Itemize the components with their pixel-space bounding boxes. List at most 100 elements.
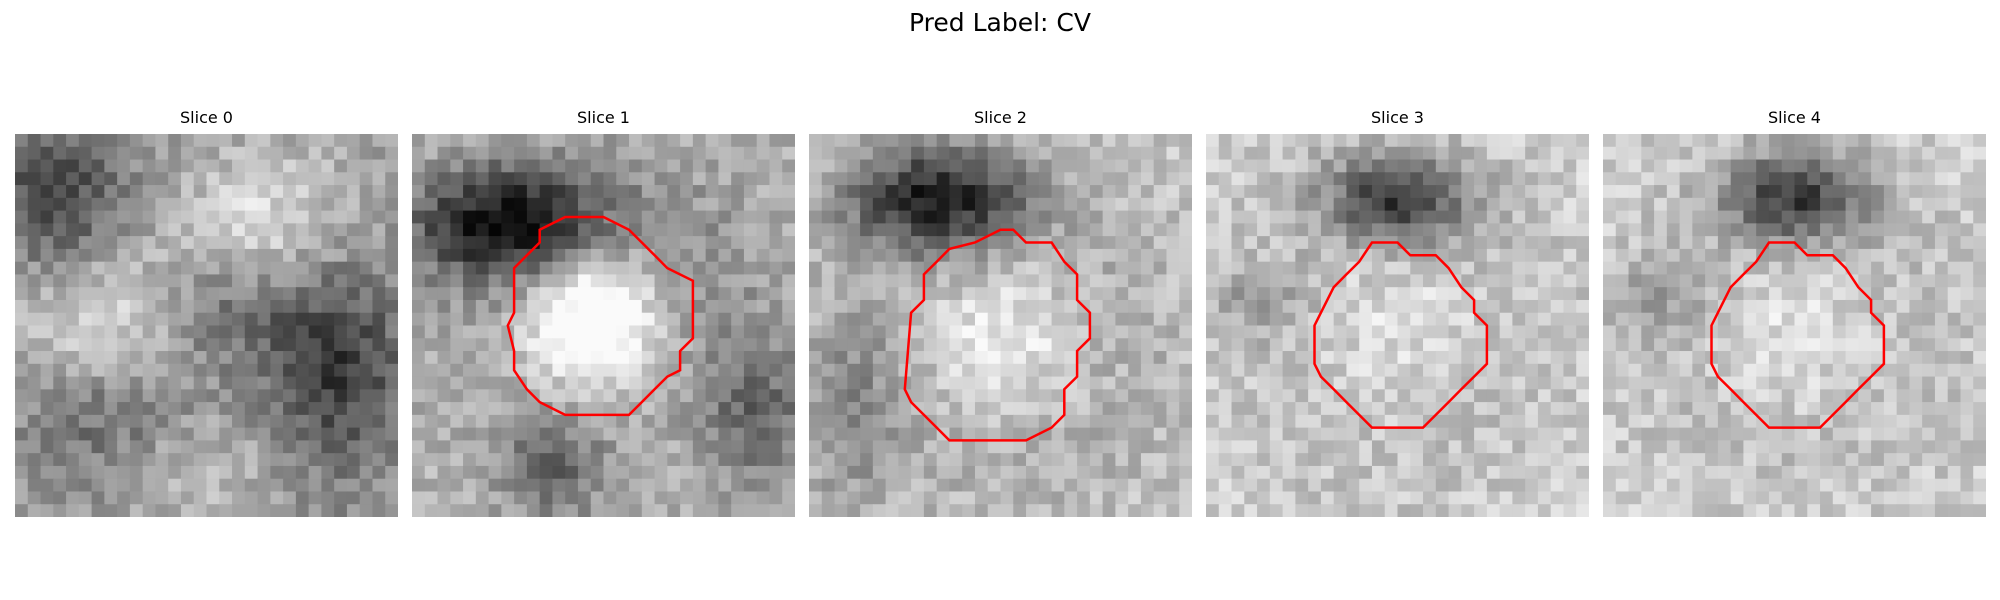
image-pixel [1537, 287, 1552, 301]
image-pixel [424, 402, 439, 416]
image-pixel [949, 478, 963, 493]
image-pixel [1705, 236, 1719, 250]
image-pixel [1206, 248, 1220, 263]
image-pixel [1537, 414, 1552, 429]
image-pixel [1153, 504, 1168, 517]
image-pixel [629, 376, 643, 390]
image-pixel [91, 261, 105, 276]
image-pixel [1371, 223, 1386, 237]
image-pixel [53, 338, 67, 352]
image-pixel [1909, 351, 1923, 365]
image-pixel [616, 261, 630, 276]
image-pixel [705, 210, 719, 224]
image-pixel [872, 491, 887, 505]
image-pixel [1013, 261, 1027, 276]
image-pixel [1384, 274, 1399, 288]
image-pixel [898, 427, 912, 441]
image-pixel [514, 465, 528, 480]
image-pixel [1537, 504, 1552, 517]
image-pixel [1858, 389, 1872, 403]
image-pixel [168, 376, 182, 390]
image-pixel [1563, 351, 1577, 365]
image-pixel [1973, 440, 1986, 454]
image-pixel [155, 440, 169, 454]
image-pixel [847, 440, 861, 454]
image-pixel [1845, 440, 1859, 454]
image-pixel [1461, 414, 1475, 429]
image-pixel [1153, 440, 1168, 454]
image-pixel [809, 376, 823, 390]
image-pixel [872, 185, 887, 199]
image-pixel [872, 453, 887, 467]
image-pixel [718, 491, 732, 505]
image-pixel [372, 287, 386, 301]
image-pixel [1423, 197, 1437, 212]
image-pixel [974, 159, 989, 173]
image-pixel [667, 299, 681, 314]
image-pixel [117, 146, 131, 161]
image-pixel [334, 312, 348, 327]
image-pixel [206, 312, 220, 327]
image-pixel [949, 363, 963, 378]
image-pixel [91, 325, 105, 339]
image-pixel [1525, 363, 1539, 378]
image-pixel [155, 185, 169, 199]
image-pixel [1423, 389, 1437, 403]
image-pixel [488, 491, 502, 505]
image-pixel [1896, 197, 1910, 212]
image-pixel [40, 402, 54, 416]
image-pixel [1218, 274, 1233, 288]
image-pixel [1909, 261, 1923, 276]
image-pixel [1576, 427, 1589, 441]
image-pixel [1435, 236, 1450, 250]
image-pixel [1384, 185, 1399, 199]
image-pixel [847, 414, 861, 429]
image-pixel [129, 325, 144, 339]
image-pixel [1474, 299, 1488, 314]
image-pixel [244, 478, 259, 493]
image-pixel [987, 325, 1002, 339]
image-pixel [1973, 248, 1986, 263]
image-pixel [821, 389, 836, 403]
image-pixel [450, 274, 464, 288]
image-pixel [1179, 172, 1192, 186]
image-pixel [1794, 427, 1808, 441]
image-pixel [1448, 185, 1462, 199]
image-pixel [1128, 504, 1142, 517]
image-pixel [1832, 325, 1847, 339]
image-pixel [232, 465, 246, 480]
image-pixel [834, 172, 848, 186]
image-pixel [1756, 376, 1770, 390]
image-pixel [424, 134, 439, 148]
image-pixel [168, 236, 182, 250]
image-pixel [321, 389, 335, 403]
image-pixel [1295, 478, 1309, 493]
image-pixel [1679, 325, 1693, 339]
image-pixel [206, 299, 220, 314]
image-pixel [885, 312, 899, 327]
image-pixel [680, 185, 694, 199]
image-pixel [1794, 338, 1808, 352]
image-pixel [488, 185, 502, 199]
image-pixel [974, 465, 989, 480]
image-pixel [501, 287, 515, 301]
image-pixel [53, 299, 67, 314]
image-pixel [1628, 172, 1642, 186]
image-pixel [1397, 440, 1411, 454]
image-pixel [680, 440, 694, 454]
image-pixel [437, 465, 451, 480]
image-pixel [1654, 287, 1668, 301]
image-pixel [91, 172, 105, 186]
image-pixel [680, 287, 694, 301]
image-pixel [1947, 312, 1962, 327]
image-pixel [1371, 287, 1386, 301]
image-pixel [885, 440, 899, 454]
image-pixel [1743, 414, 1757, 429]
image-pixel [629, 427, 643, 441]
image-pixel [206, 491, 220, 505]
image-pixel [949, 197, 963, 212]
image-pixel [1692, 478, 1706, 493]
image-pixel [718, 248, 732, 263]
image-pixel [270, 146, 284, 161]
image-pixel [295, 440, 310, 454]
